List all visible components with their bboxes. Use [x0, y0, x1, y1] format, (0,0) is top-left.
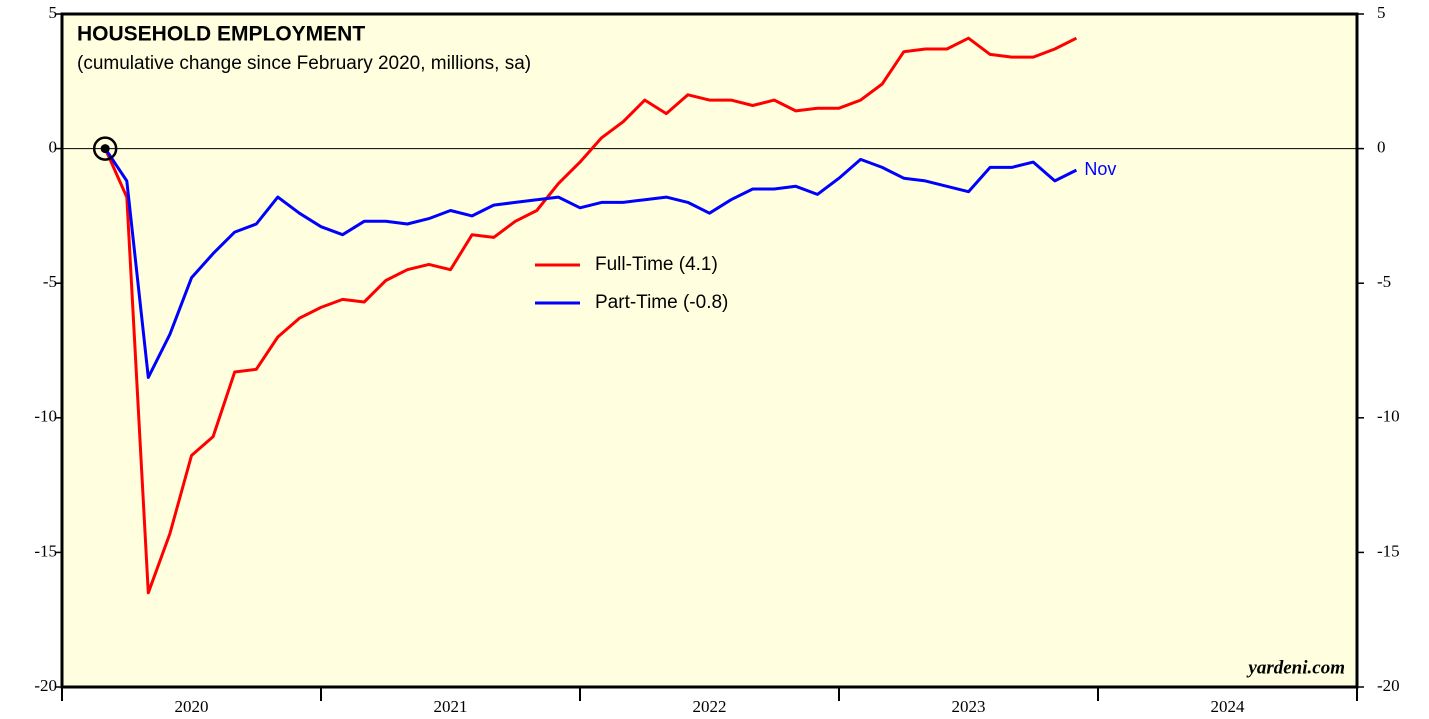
y-tick-label: -20 [34, 676, 57, 695]
y2-tick-label: -5 [1377, 272, 1391, 291]
y-tick-label: -15 [34, 541, 57, 560]
y2-tick-label: -20 [1377, 676, 1400, 695]
y-tick-label: 0 [49, 138, 58, 157]
y-tick-label: 5 [49, 3, 58, 22]
y-tick-label: -10 [34, 407, 57, 426]
plot-area [62, 14, 1357, 687]
x-tick-label: 2023 [952, 697, 986, 716]
base-marker-dot [100, 144, 110, 154]
x-tick-label: 2022 [693, 697, 727, 716]
base-marker-ring [92, 136, 118, 161]
legend-label: Part-Time (-0.8) [595, 292, 728, 313]
y2-tick-label: -15 [1377, 541, 1400, 560]
legend-label: Full-Time (4.1) [595, 254, 718, 275]
end-label: Nov [1084, 159, 1116, 179]
chart-subtitle: (cumulative change since February 2020, … [77, 53, 531, 74]
x-tick-label: 2024 [1211, 697, 1246, 716]
series-line [103, 36, 1078, 595]
y2-tick-label: 5 [1377, 3, 1386, 22]
y2-tick-label: 0 [1377, 138, 1386, 157]
x-tick-label: 2020 [175, 697, 209, 716]
plot-frame [60, 12, 1359, 689]
y-tick-label: -5 [43, 272, 57, 291]
source: yardeni.com [1246, 657, 1345, 678]
x-tick-label: 2021 [434, 697, 468, 716]
chart-title: HOUSEHOLD EMPLOYMENT [77, 23, 365, 46]
y2-tick-label: -10 [1377, 407, 1400, 426]
series-line [103, 147, 1078, 379]
